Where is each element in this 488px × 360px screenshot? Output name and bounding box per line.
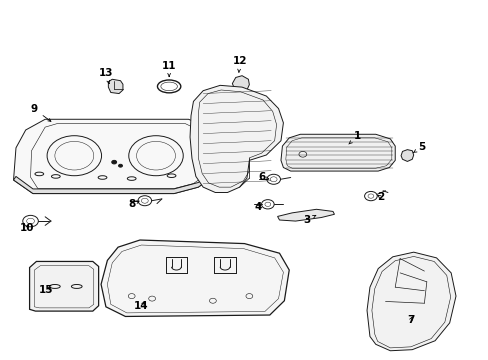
Text: 13: 13	[99, 68, 113, 84]
Text: 4: 4	[254, 202, 261, 212]
Text: 5: 5	[412, 142, 425, 153]
Polygon shape	[400, 150, 413, 161]
Text: 11: 11	[162, 61, 176, 76]
Polygon shape	[14, 164, 225, 194]
Text: 1: 1	[348, 131, 360, 144]
Text: 2: 2	[376, 192, 384, 202]
Polygon shape	[277, 209, 334, 221]
Text: 10: 10	[20, 223, 34, 233]
Polygon shape	[108, 79, 122, 94]
Circle shape	[112, 160, 116, 164]
Polygon shape	[281, 134, 394, 171]
Circle shape	[118, 164, 122, 167]
Text: 8: 8	[128, 199, 139, 209]
Text: 6: 6	[257, 172, 268, 182]
Polygon shape	[190, 85, 283, 193]
Text: 12: 12	[232, 57, 246, 72]
Text: 14: 14	[134, 301, 148, 311]
Text: 15: 15	[39, 285, 53, 295]
Polygon shape	[101, 240, 288, 316]
Polygon shape	[366, 252, 455, 351]
Polygon shape	[232, 76, 249, 92]
Text: 7: 7	[407, 315, 414, 325]
Text: 9: 9	[31, 104, 51, 121]
Polygon shape	[30, 261, 99, 311]
Text: 3: 3	[303, 215, 315, 225]
Polygon shape	[14, 119, 225, 194]
